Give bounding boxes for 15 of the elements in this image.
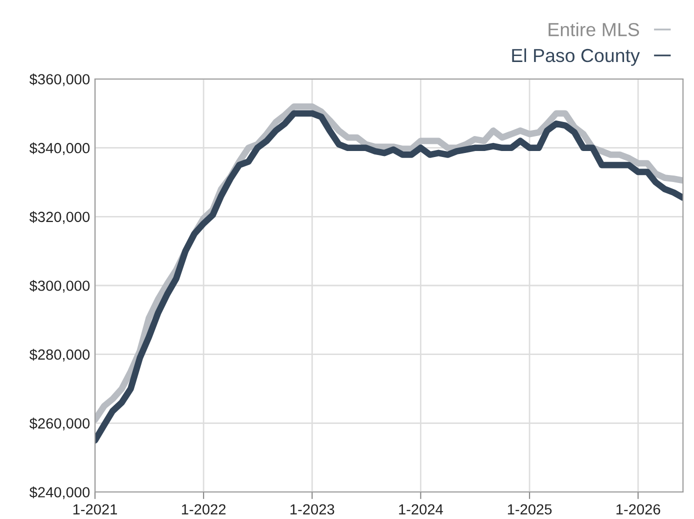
x-tick-label: 1-2024: [399, 504, 443, 515]
x-tick-label: 1-2021: [73, 504, 117, 515]
y-tick-label: $360,000: [29, 73, 90, 86]
x-tick-label: 1-2026: [616, 504, 660, 515]
y-tick-label: $340,000: [29, 142, 90, 155]
y-tick-label: $300,000: [29, 280, 90, 293]
legend-label: Entire MLS: [548, 22, 640, 36]
y-tick-label: $260,000: [29, 418, 90, 430]
y-tick-label: $240,000: [29, 486, 90, 500]
y-tick-label: $280,000: [29, 348, 90, 362]
y-tick-label: $320,000: [29, 211, 90, 224]
x-tick-label: 1-2023: [290, 504, 334, 515]
x-tick-label: 1-2025: [508, 504, 552, 515]
x-tick-label: 1-2022: [182, 504, 226, 515]
legend-label: El Paso County: [512, 48, 640, 66]
